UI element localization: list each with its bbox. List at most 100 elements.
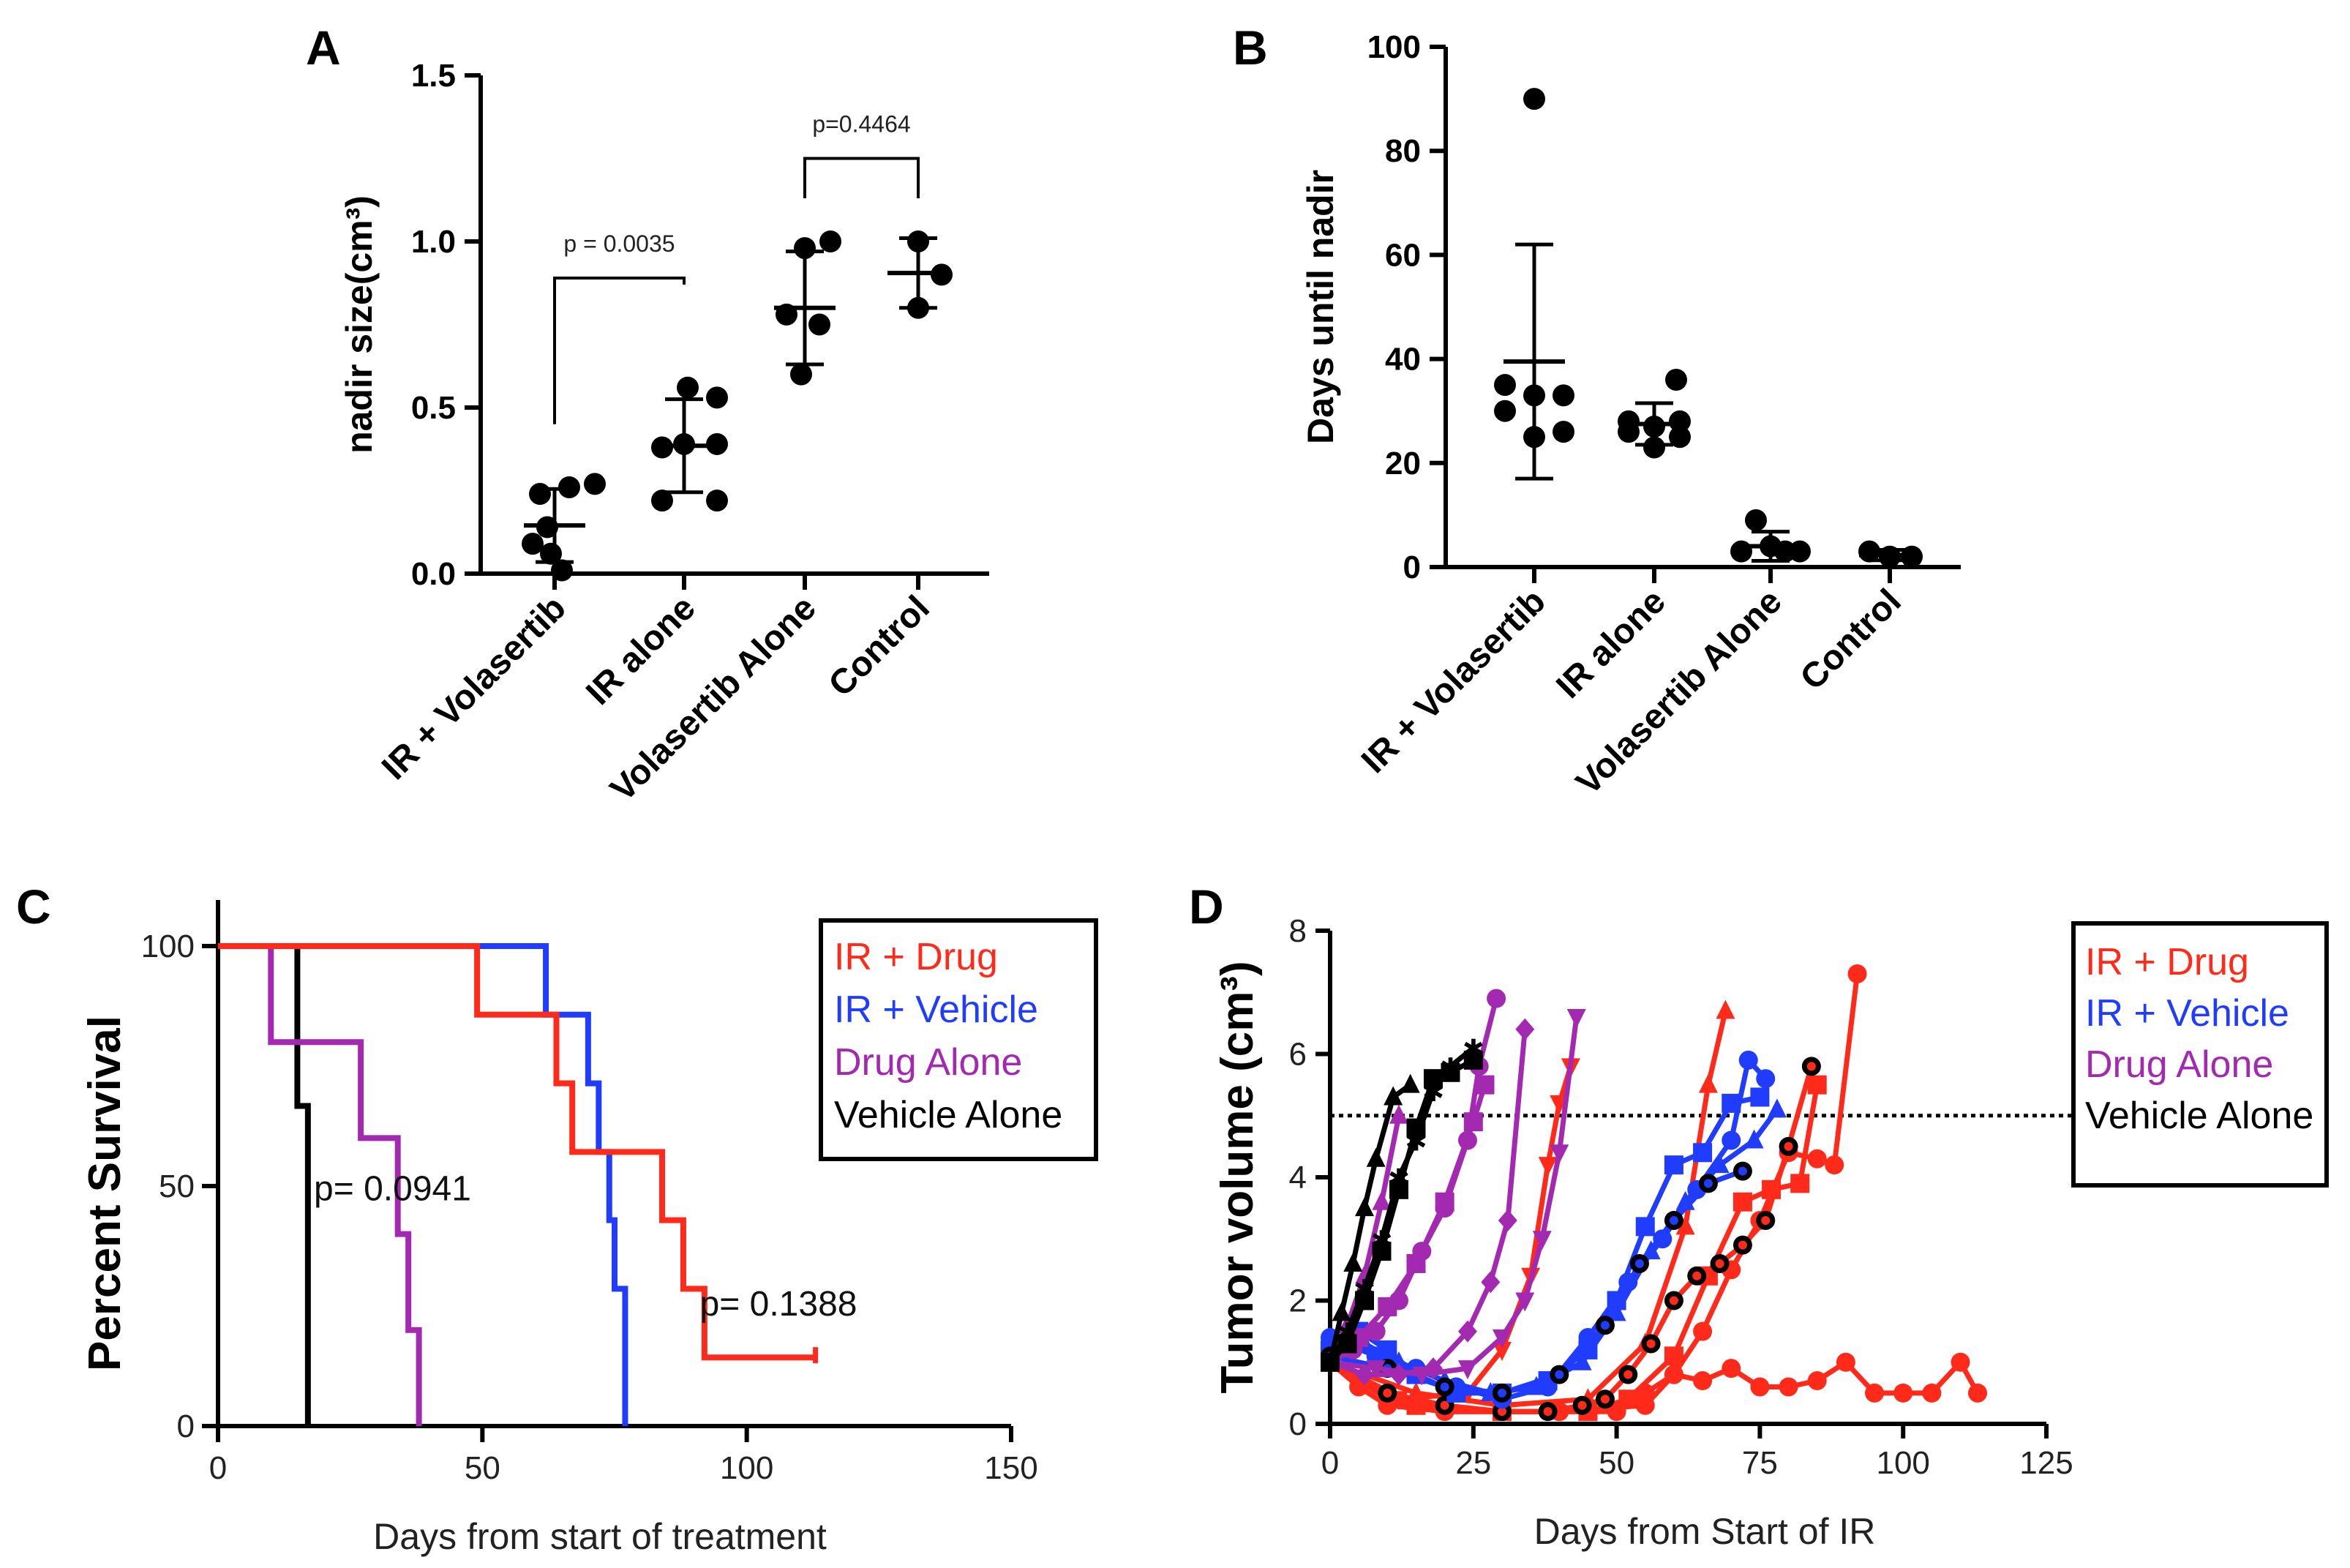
data-marker-inner [1577, 1400, 1587, 1410]
data-marker [1922, 1383, 1942, 1403]
y-tick-label: 50 [159, 1169, 195, 1204]
data-marker [1807, 1371, 1827, 1391]
data-marker-inner [1623, 1370, 1633, 1379]
y-axis-label: nadir size(cm³) [339, 195, 380, 454]
data-marker [1836, 1352, 1855, 1372]
data-marker [1366, 1360, 1386, 1380]
y-tick-label: 4 [1289, 1160, 1307, 1196]
data-marker-inner [1761, 1215, 1771, 1225]
data-marker-inner [1555, 1370, 1564, 1379]
data-marker: ✱ [1388, 1164, 1410, 1194]
data-marker-inner [1497, 1388, 1506, 1398]
legend: IR + Drug IR + Vehicle Drug Alone Vehicle A… [2071, 921, 2329, 1188]
data-marker [1664, 1346, 1683, 1366]
data-marker-inner [1703, 1179, 1713, 1188]
data-marker [1321, 1351, 1340, 1370]
y-tick-label: 40 [1385, 342, 1421, 378]
data-point [790, 363, 812, 386]
x-tick-label: 150 [984, 1450, 1037, 1486]
data-marker-inner [1692, 1271, 1702, 1280]
tumor-growth-line [1329, 1010, 1728, 1408]
p-value-label: p=0.4464 [812, 111, 910, 138]
data-marker [1664, 1155, 1683, 1175]
data-point [651, 489, 673, 512]
data-marker [1457, 1320, 1477, 1343]
data-marker [1635, 1395, 1655, 1415]
data-marker-inner [1669, 1215, 1678, 1225]
panel-letter: A [306, 20, 341, 75]
data-marker [1487, 989, 1506, 1008]
y-tick-label: 80 [1385, 133, 1421, 169]
data-point [677, 376, 699, 399]
significance-bracket [553, 276, 686, 424]
data-point [1789, 540, 1811, 563]
x-tick-label: 25 [1455, 1445, 1491, 1481]
data-point [522, 533, 544, 555]
data-marker [1572, 1351, 1592, 1370]
data-marker [1492, 1341, 1512, 1361]
y-tick-label: 100 [1367, 29, 1421, 65]
data-marker [1372, 1190, 1392, 1210]
y-tick-label: 0.5 [411, 390, 456, 426]
data-marker-inner [1440, 1382, 1449, 1392]
data-marker [1733, 1192, 1752, 1212]
data-marker [1384, 1086, 1403, 1106]
data-marker [1475, 1075, 1495, 1095]
x-axis-label: Days from Start of IR [1534, 1511, 1876, 1552]
y-tick-label: 60 [1385, 237, 1421, 273]
legend-entry: Vehicle Alone [834, 1094, 1062, 1136]
data-marker [1951, 1352, 1970, 1372]
legend-entry: IR + Vehicle [2085, 992, 2289, 1035]
data-marker [1790, 1174, 1810, 1193]
data-marker [1750, 1087, 1770, 1107]
data-marker [1515, 1018, 1535, 1040]
data-marker [1675, 1215, 1695, 1235]
data-point [1494, 374, 1516, 397]
data-marker [1779, 1377, 1798, 1397]
data-marker-inner [1383, 1388, 1392, 1398]
y-tick-label: 1.5 [411, 58, 456, 94]
tumor-growth-line [1329, 1065, 1814, 1414]
data-marker [1389, 1104, 1408, 1124]
data-marker [1378, 1297, 1397, 1316]
data-marker [1457, 1360, 1477, 1380]
data-marker: ✱ [1405, 1127, 1427, 1157]
data-marker-inner [1646, 1339, 1656, 1348]
data-point [551, 559, 573, 582]
data-marker-inner [1806, 1062, 1816, 1071]
data-marker: ✱ [1370, 1226, 1392, 1256]
data-marker-inner [1669, 1296, 1678, 1305]
x-tick-label: 0 [1321, 1445, 1339, 1481]
tumor-growth-line [1329, 1169, 1744, 1396]
legend-entry: Vehicle Alone [2085, 1095, 2313, 1137]
data-marker-inner [1600, 1395, 1610, 1404]
data-marker [1332, 1302, 1351, 1321]
data-marker [1550, 1144, 1569, 1164]
y-tick-label: 2 [1289, 1283, 1307, 1319]
data-point [794, 237, 816, 260]
data-marker [1635, 1217, 1655, 1237]
data-marker [1463, 1112, 1483, 1132]
data-marker [1664, 1365, 1683, 1384]
panel-letter: B [1233, 20, 1268, 75]
x-tick-label: 50 [465, 1450, 500, 1486]
data-marker [1847, 964, 1867, 983]
data-point [1553, 421, 1574, 443]
legend-box [819, 918, 1098, 1161]
data-marker [1498, 1209, 1517, 1231]
data-point [1745, 509, 1767, 532]
data-marker [1710, 1154, 1730, 1174]
data-point [1669, 410, 1691, 432]
data-marker [1693, 1371, 1713, 1391]
data-marker: ✱ [1354, 1275, 1375, 1305]
y-tick-label: 0 [177, 1408, 195, 1444]
data-point [819, 230, 841, 252]
significance-bracket [803, 157, 920, 198]
data-point [1618, 421, 1640, 443]
data-marker [1825, 1155, 1844, 1175]
data-marker [1722, 1130, 1741, 1150]
data-marker [1767, 1098, 1787, 1118]
legend: IR + Drug IR + Vehicle Drug Alone Vehicle A… [819, 918, 1098, 1161]
y-tick-label: 0.0 [411, 556, 456, 592]
